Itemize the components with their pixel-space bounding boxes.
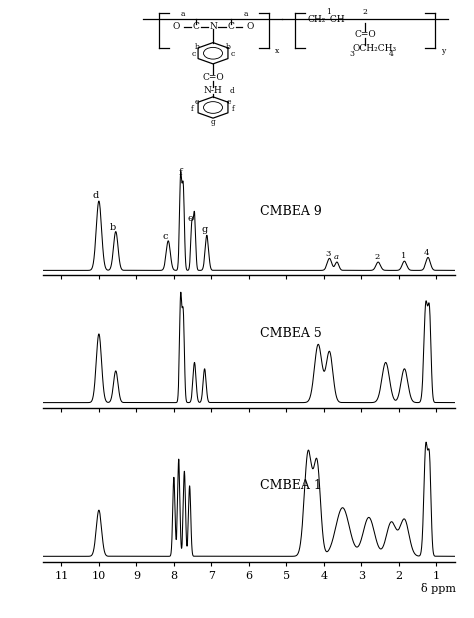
Text: N: N: [209, 22, 217, 31]
Text: 1: 1: [326, 8, 331, 16]
Text: CMBEA 9: CMBEA 9: [260, 205, 322, 218]
Text: CH₂–CH–: CH₂–CH–: [308, 15, 349, 23]
Text: O: O: [172, 22, 180, 31]
Text: a: a: [180, 11, 185, 19]
Text: 3: 3: [326, 250, 331, 258]
Text: x: x: [275, 47, 279, 55]
Text: f: f: [179, 168, 182, 177]
Text: c: c: [163, 232, 168, 241]
Text: d: d: [230, 87, 235, 95]
Text: e: e: [227, 98, 232, 106]
Text: g: g: [210, 118, 216, 126]
Text: O: O: [247, 22, 254, 31]
Text: δ ppm: δ ppm: [421, 583, 456, 594]
Text: d: d: [93, 192, 99, 200]
Text: OCH₂CH₃: OCH₂CH₃: [353, 44, 397, 53]
Text: C: C: [192, 22, 199, 31]
Text: y: y: [441, 47, 445, 55]
Text: b: b: [226, 43, 231, 51]
Text: a: a: [243, 11, 248, 19]
Text: C=O: C=O: [354, 30, 376, 40]
Text: b: b: [110, 222, 116, 232]
Text: f: f: [191, 104, 194, 112]
Text: 4: 4: [389, 50, 394, 58]
Text: CMBEA 1: CMBEA 1: [260, 480, 322, 493]
Text: e: e: [188, 214, 193, 223]
Text: C: C: [227, 22, 234, 31]
Text: g: g: [201, 224, 208, 234]
Text: c: c: [230, 50, 235, 58]
Text: c: c: [191, 50, 195, 58]
Text: 4: 4: [424, 248, 429, 256]
Text: 2: 2: [374, 253, 380, 261]
Text: f: f: [232, 104, 235, 112]
Text: C=O: C=O: [202, 74, 224, 82]
Text: 3: 3: [349, 50, 354, 58]
Text: 2: 2: [363, 8, 367, 16]
Text: N-H: N-H: [204, 86, 222, 95]
Text: a: a: [333, 253, 338, 261]
Text: e: e: [194, 98, 199, 106]
Text: b: b: [195, 43, 200, 51]
Text: 1: 1: [401, 252, 406, 260]
Text: CMBEA 5: CMBEA 5: [260, 327, 322, 340]
